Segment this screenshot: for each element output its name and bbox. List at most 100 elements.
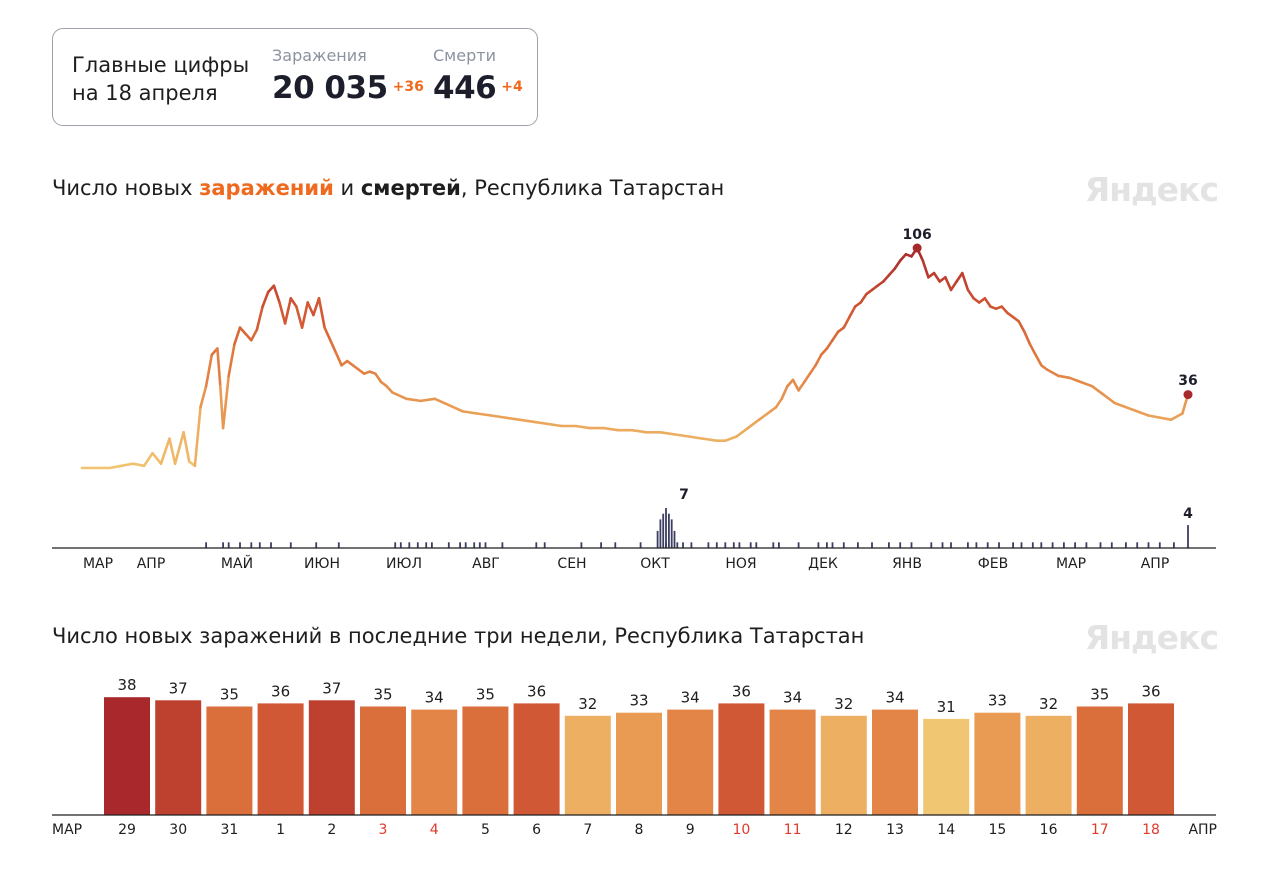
cases-metric: Заражения 20 035 +36 (272, 46, 424, 111)
bar-value-label: 35 (220, 686, 239, 704)
x-tick-label: ФЕВ (978, 556, 1009, 572)
infections-line-segment (1147, 414, 1162, 419)
infections-line-segment (306, 301, 315, 317)
deaths-bar (239, 542, 241, 548)
bar-category-label: 29 (118, 822, 136, 838)
deaths-bar (478, 542, 481, 548)
x-tick-label: МАЙ (221, 554, 253, 572)
deaths-bar (501, 542, 504, 548)
bar (155, 700, 202, 815)
deaths-bar (416, 542, 419, 548)
infections-line-segment (168, 437, 177, 466)
bar (872, 709, 918, 815)
bar-category-label: 2 (327, 822, 336, 838)
infections-line-segment (151, 451, 163, 466)
infections-line-segment (1056, 374, 1071, 380)
bar-value-label: 33 (629, 692, 648, 710)
bar-category-label: 1 (276, 822, 285, 838)
infections-line-segment (955, 271, 964, 283)
bar-category-label: 4 (430, 822, 439, 838)
deaths-bar (1074, 542, 1076, 548)
bar-category-label: 13 (886, 822, 904, 838)
infections-line-segment (120, 462, 135, 468)
bar (616, 712, 662, 815)
infections-line-segment (334, 351, 343, 367)
line-chart-title: Число новых заражений и смертей, Республ… (52, 175, 724, 201)
deaths-bar (930, 542, 933, 548)
deaths-bar (1125, 542, 1127, 548)
infections-line-segment (780, 384, 789, 401)
x-tick-label: ОКТ (640, 556, 670, 572)
deaths-bar (535, 542, 538, 548)
infections-line-segment (983, 296, 992, 308)
infections-line-segment (532, 420, 549, 426)
bar (308, 700, 355, 815)
deaths-value: 446 (433, 70, 497, 106)
summary-title: Главные цифры на 18 апреля (72, 51, 249, 107)
bar-category-label: 30 (169, 822, 187, 838)
infections-line-segment (949, 280, 958, 292)
deaths-bar (842, 542, 845, 548)
infections-line-segment (887, 267, 896, 277)
infections-line-segment (757, 410, 772, 422)
infections-line-segment (108, 464, 123, 470)
cases-value: 20 035 (272, 70, 388, 106)
bar-category-label: 15 (988, 822, 1006, 838)
deaths-bar (205, 542, 207, 548)
infections-line-segment (802, 372, 812, 384)
bar-category-label: 31 (220, 822, 238, 838)
bar (257, 703, 304, 815)
infections-line-segment (278, 301, 287, 325)
deaths-delta: +4 (501, 79, 523, 95)
bar-category-label: 17 (1091, 822, 1109, 838)
infections-line-segment (503, 416, 521, 422)
summary-title-line1: Главные цифры (72, 53, 250, 77)
summary-card: Главные цифры на 18 апреля Заражения 20 … (52, 28, 538, 126)
bar (1076, 706, 1123, 815)
infections-line-segment (300, 301, 310, 329)
infections-line-segment (848, 305, 857, 319)
bar-category-label: 9 (686, 822, 695, 838)
infections-line-segment (1023, 330, 1032, 346)
infections-line-segment (602, 426, 620, 432)
bar (411, 709, 458, 815)
deaths-bar (484, 542, 487, 548)
infections-line-segment (1124, 405, 1139, 413)
deaths-bar (749, 542, 752, 548)
bar-chart-title: Число новых заражений в последние три не… (52, 624, 865, 648)
yandex-logo: Яндекс (1084, 170, 1219, 209)
infections-line-segment (808, 363, 817, 376)
title-part: Число новых (52, 176, 200, 200)
deaths-bar (676, 542, 679, 548)
deaths-bar (707, 542, 710, 548)
deaths-bar (425, 542, 428, 548)
bar (513, 703, 560, 815)
infections-line-segment (1045, 368, 1060, 378)
infections-line-segment (1169, 412, 1184, 422)
deaths-bar (831, 542, 834, 548)
bar-value-label: 32 (578, 695, 597, 713)
infections-line-segment (831, 330, 840, 342)
bar-category-label: 3 (379, 822, 388, 838)
title-part-infections: заражений (199, 176, 334, 200)
bar-value-label: 35 (476, 686, 495, 704)
infections-line-segment (374, 372, 383, 384)
deaths-metric: Смерти 446 +4 (433, 46, 523, 111)
bar-value-label: 37 (169, 679, 188, 697)
bar (1025, 715, 1072, 815)
bar (1128, 703, 1174, 815)
infections-line-segment (893, 259, 902, 271)
deaths-bar (817, 542, 820, 548)
infections-line-segment (328, 338, 338, 355)
deaths-bar (857, 542, 859, 548)
infections-line-segment (255, 305, 264, 332)
bar-category-label: 18 (1142, 822, 1160, 838)
deaths-bar (1136, 542, 1139, 548)
deaths-bar (1063, 542, 1065, 548)
bar-value-label: 35 (373, 686, 392, 704)
bar-category-label: 6 (532, 822, 541, 838)
deaths-bar (459, 542, 461, 548)
deaths-bar (222, 542, 224, 548)
deaths-bar (250, 542, 253, 548)
infections-line-segment (1090, 384, 1105, 396)
